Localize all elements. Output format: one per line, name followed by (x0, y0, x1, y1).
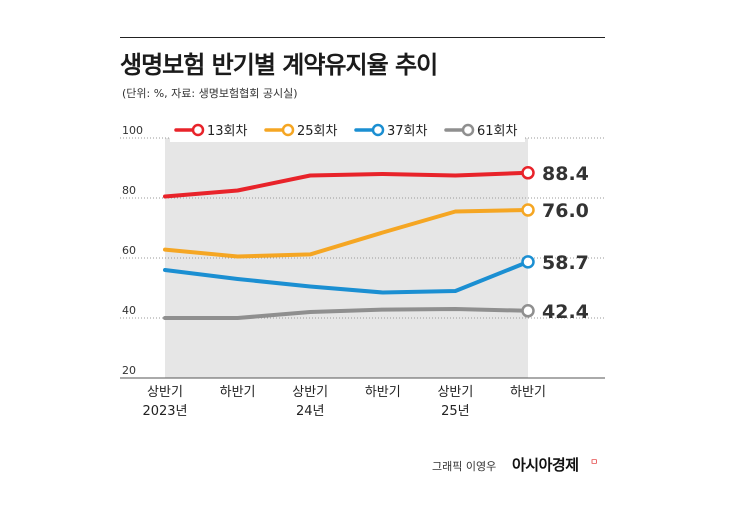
x-tick-label: 25년 (441, 404, 470, 419)
series-line-3 (163, 259, 530, 295)
y-tick-label: 20 (122, 364, 136, 377)
legend-swatch-marker (281, 123, 295, 137)
graphic-credit: 그래픽 이영우 (432, 460, 497, 473)
series-end-marker (521, 255, 535, 269)
legend-label: 25회차 (297, 124, 338, 139)
series-end-marker (521, 304, 535, 318)
series-line-1 (163, 170, 530, 199)
x-tick-label: 상반기 (437, 385, 473, 400)
top-rule (120, 37, 605, 38)
data-label: 76.0 (542, 200, 589, 222)
x-tick-label: 2023년 (142, 404, 187, 419)
x-tick-label: 하반기 (510, 385, 546, 400)
y-tick-label: 100 (122, 124, 143, 137)
legend-label: 37회차 (387, 124, 428, 139)
legend-label: 61회차 (477, 124, 518, 139)
x-tick-label: 상반기 (292, 385, 328, 400)
series-line-4 (163, 307, 530, 320)
brand-mark-icon: ㅁ (590, 458, 599, 468)
legend-swatch-marker (371, 123, 385, 137)
data-label: 58.7 (542, 252, 589, 274)
x-tick-label: 하반기 (365, 385, 401, 400)
x-tick-label: 24년 (296, 404, 325, 419)
y-tick-label: 80 (122, 184, 136, 197)
chart-subtitle: (단위: %, 자료: 생명보험협회 공시실) (122, 87, 298, 100)
y-tick-label: 60 (122, 244, 136, 257)
x-tick-label: 하반기 (220, 385, 256, 400)
y-tick-label: 40 (122, 304, 136, 317)
series-end-marker (521, 203, 535, 217)
data-label: 88.4 (542, 163, 589, 185)
legend-label: 13회차 (207, 124, 248, 139)
series-line-2 (163, 208, 530, 259)
data-label: 42.4 (542, 301, 589, 323)
brand-logo-text: 아시아경제 (512, 456, 579, 474)
x-tick-label: 상반기 (147, 385, 183, 400)
legend-swatch-marker (461, 123, 475, 137)
legend-swatch-marker (191, 123, 205, 137)
chart-title: 생명보험 반기별 계약유지율 추이 (120, 51, 438, 79)
series-end-marker (521, 166, 535, 180)
